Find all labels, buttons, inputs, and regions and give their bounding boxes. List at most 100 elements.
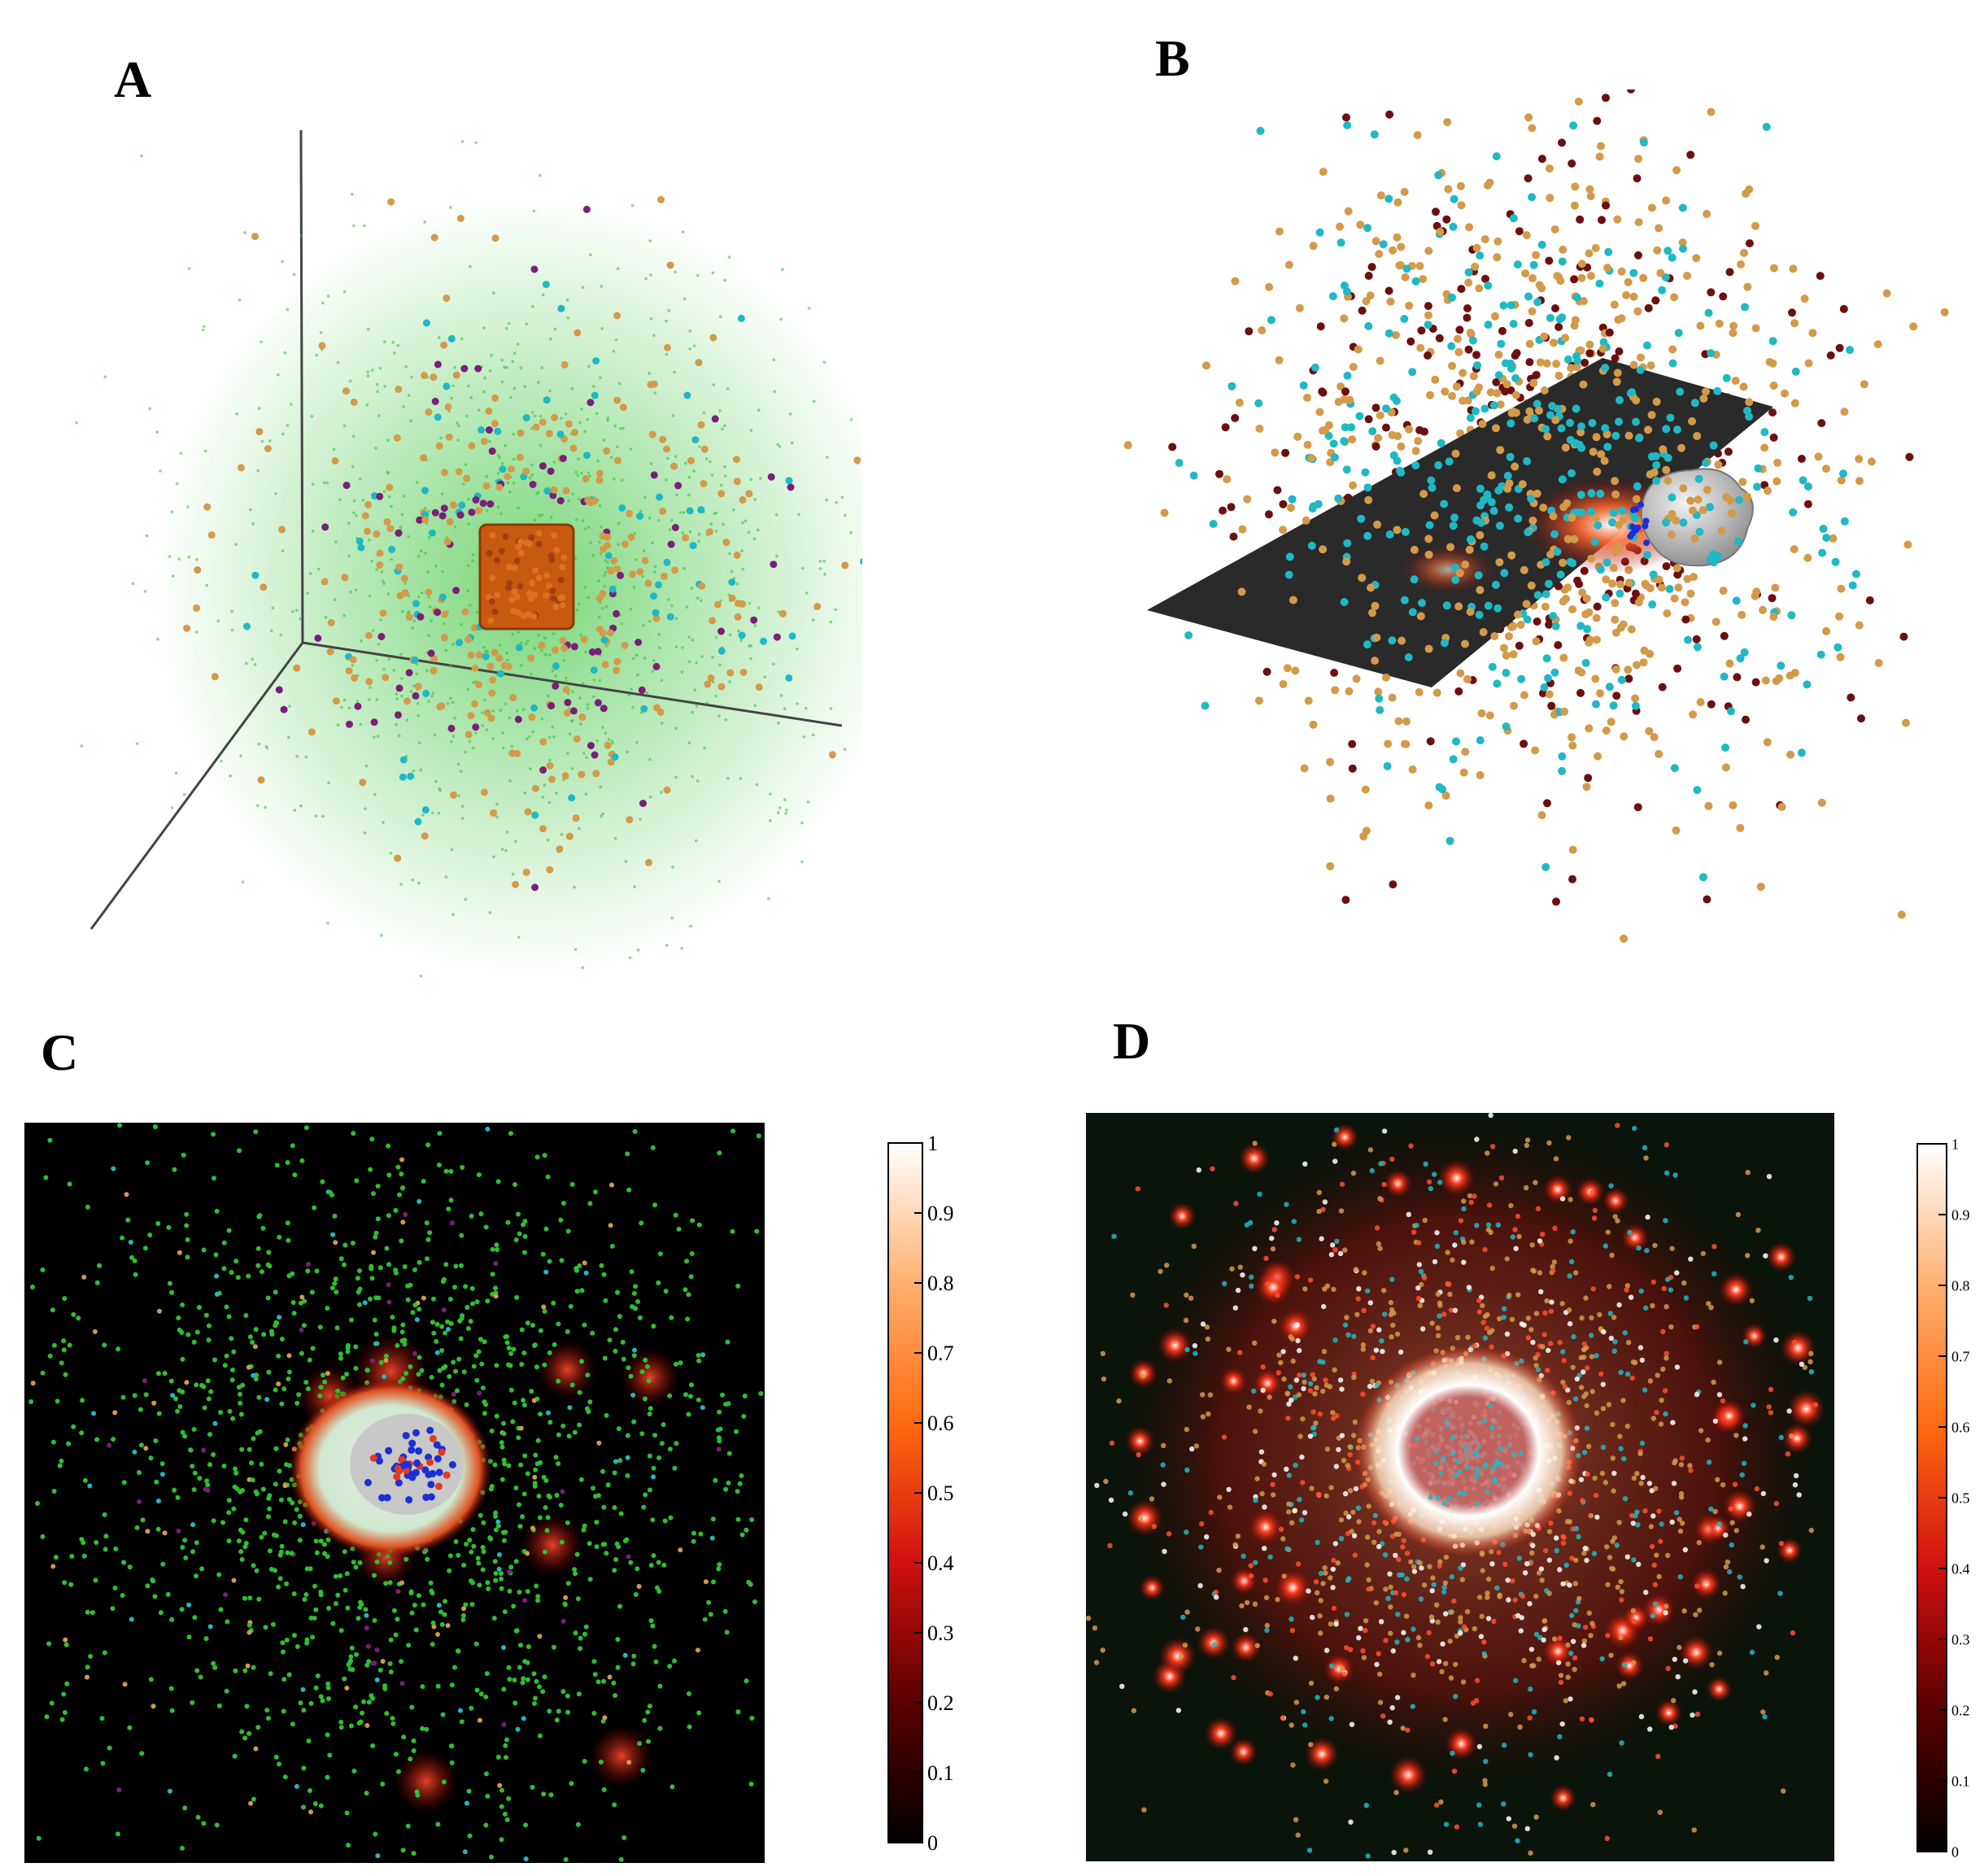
green-particle [667,598,670,601]
slice-particle [1460,1679,1467,1685]
slice-particle [758,1391,764,1396]
atom-particle [1550,668,1559,677]
green-particle [352,224,355,228]
slice-particle [50,1564,56,1569]
atom-particle [1585,249,1594,258]
slice-particle [612,1470,617,1476]
atom-particle [1316,322,1325,331]
slice-particle [1160,1462,1166,1468]
green-particle [525,737,529,740]
atom-particle [1432,688,1441,697]
slice-particle [1332,1141,1337,1147]
atom-particle [1485,711,1494,720]
atom-particle [1389,880,1398,889]
atom-particle [1415,425,1424,434]
atom-particle [1384,739,1393,748]
green-particle [499,512,503,516]
atom-particle [1647,411,1656,420]
slice-particle [540,1251,546,1257]
green-particle [600,526,603,529]
atom-particle [1451,449,1460,458]
green-particle [547,653,552,657]
slice-particle [285,1437,290,1442]
slice-particle [485,1298,491,1304]
atom-particle [443,382,451,390]
slice-particle [147,1232,153,1237]
atom-particle [1408,608,1417,617]
atom-particle [1388,636,1397,645]
slice-particle [388,1637,394,1643]
atom-particle [610,556,618,565]
slice-particle [663,1289,669,1294]
slice-particle [325,1371,330,1376]
core-particle [438,1448,446,1456]
green-particle [530,463,534,467]
atom-particle [1507,419,1515,428]
atom-particle [532,423,540,431]
slice-particle [485,1126,491,1132]
slice-particle [221,1266,227,1272]
slice-particle [129,1616,134,1622]
atom-particle [1672,516,1681,525]
atom-particle [1577,443,1586,452]
slice-particle [411,1748,416,1753]
green-particle [711,271,715,275]
atom-particle [1463,304,1472,312]
slice-particle [1408,1143,1414,1149]
core-particle [408,1439,416,1447]
green-particle [453,526,457,529]
atom-particle [1336,238,1345,247]
atom-particle [460,364,469,373]
green-particle [721,427,724,431]
colorbar-c-tick-label: 0.4 [927,1551,954,1575]
atom-particle [1764,486,1772,495]
green-particle [187,556,191,559]
atom-particle [423,319,430,327]
slice-particle [400,1185,406,1190]
slice-particle [1461,1259,1467,1265]
slice-particle [1476,1802,1482,1808]
slice-particle [132,1393,137,1398]
slice-particle [1360,1346,1366,1352]
green-particle [586,526,591,529]
atom-particle [464,731,473,739]
green-particle [825,498,828,502]
slice-particle [226,1538,232,1544]
atom-particle [1416,612,1425,621]
slice-particle [179,1607,185,1612]
green-particle [648,372,651,375]
slice-particle [188,1447,194,1453]
slice-particle [525,1677,530,1682]
slice-particle [1672,1172,1678,1178]
atom-particle [1426,390,1434,399]
atom-particle [1522,600,1531,609]
atom-particle [1473,361,1482,370]
slice-particle [113,1546,119,1551]
green-particle [395,697,399,700]
atom-particle [1342,287,1351,296]
atom-particle [1637,353,1645,362]
slice-particle [159,1461,165,1467]
green-particle [541,293,545,297]
slice-particle [656,1589,662,1594]
atom-particle [1786,750,1795,759]
atom-particle [486,500,495,508]
atom-particle [1724,447,1733,456]
atom-particle [1286,504,1295,513]
slice-particle [239,1556,245,1562]
atom-particle [395,684,403,692]
green-particle [402,495,406,498]
slice-particle [517,1664,522,1670]
slice-particle [657,1251,663,1257]
slice-particle [273,1289,278,1295]
slice-particle [351,1560,356,1565]
slice-particle [456,1552,461,1558]
slice-particle [493,1510,499,1516]
green-particle [531,730,534,734]
atom-particle [1561,443,1570,452]
slice-particle [490,1291,495,1297]
atom-particle [458,501,466,509]
atom-particle [1839,469,1847,478]
slice-particle [614,1541,620,1547]
core-particle [415,1447,423,1455]
